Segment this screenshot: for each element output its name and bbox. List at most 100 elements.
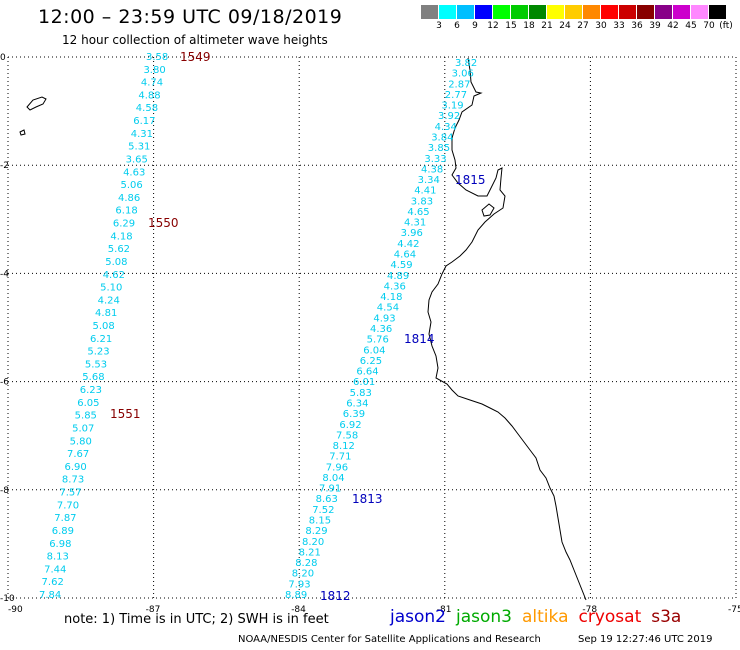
swh-value: 4.18 — [110, 231, 132, 242]
satellite-legend-item: jason3 — [456, 607, 512, 627]
swh-value: 8.73 — [62, 475, 84, 486]
color-swatch — [583, 5, 601, 19]
satellite-legend-item: jason2 — [390, 607, 446, 627]
color-scale-label: 6 — [454, 21, 460, 31]
color-scale-label: 18 — [523, 21, 535, 31]
color-swatch — [709, 5, 727, 19]
swh-value: 8.13 — [47, 552, 69, 563]
lon-tick-label: -75 — [728, 605, 740, 615]
map-grid: -90 -87 -84 -81 -78 -75 0 -2 -4 -6 -8 -10 — [0, 53, 740, 615]
swh-value: 4.36 — [370, 324, 392, 335]
map-subtitle: 12 hour collection of altimeter wave hei… — [62, 33, 328, 47]
pass-time-label: 1812 — [320, 589, 351, 603]
color-scale-label: 42 — [667, 21, 679, 31]
color-scale-label: 70 — [703, 21, 715, 31]
satellite-legend-item: cryosat — [578, 607, 642, 627]
credit-text: NOAA/NESDIS Center for Satellite Applica… — [238, 634, 541, 645]
lat-tick-label: -6 — [0, 378, 9, 388]
swh-value: 8.20 — [292, 569, 314, 580]
color-swatch — [691, 5, 709, 19]
lon-tick-label: -87 — [146, 605, 161, 615]
lat-tick-label: -8 — [0, 486, 9, 496]
swh-value: 6.98 — [49, 539, 71, 550]
color-scale-label: 24 — [559, 21, 571, 31]
swh-value: 4.65 — [407, 207, 429, 218]
swh-value: 7.70 — [57, 500, 79, 511]
swh-value: 8.12 — [333, 441, 355, 452]
pass-time-label: 1815 — [455, 173, 486, 187]
swh-value: 6.18 — [115, 206, 137, 217]
swh-value: 2.87 — [448, 79, 470, 90]
swh-value: 5.85 — [75, 411, 97, 422]
color-swatch — [475, 5, 493, 19]
swh-value: 5.68 — [82, 372, 104, 383]
swh-value: 6.17 — [133, 116, 155, 127]
color-scale-label: 3 — [436, 21, 442, 31]
swh-value: 6.29 — [113, 219, 135, 230]
swh-value: 5.53 — [85, 359, 107, 370]
swh-value: 3.80 — [143, 65, 165, 76]
swh-value: 8.89 — [285, 590, 307, 601]
color-swatch — [619, 5, 637, 19]
note-text: note: 1) Time is in UTC; 2) SWH is in fe… — [64, 612, 329, 627]
lat-tick-label: -2 — [0, 161, 9, 171]
swh-value: 7.44 — [44, 564, 66, 575]
swh-value: 5.80 — [70, 436, 92, 447]
lon-tick-label: -78 — [582, 605, 597, 615]
swh-value: 8.04 — [322, 473, 344, 484]
color-scale-bar — [421, 5, 727, 19]
lat-tick-label: -10 — [0, 594, 15, 604]
color-swatch — [565, 5, 583, 19]
pass-time-label: 1814 — [404, 332, 435, 346]
swh-value: 5.06 — [121, 180, 143, 191]
swh-value: 8.28 — [295, 558, 317, 569]
color-swatch — [547, 5, 565, 19]
color-scale-label: 30 — [595, 21, 607, 31]
swh-value: 4.31 — [404, 218, 426, 229]
swh-value: 3.82 — [455, 58, 477, 69]
swh-value: 5.62 — [108, 244, 130, 255]
swh-value: 6.89 — [52, 526, 74, 537]
swh-value: 3.58 — [146, 52, 168, 63]
swh-value: 4.31 — [131, 129, 153, 140]
swh-value: 5.23 — [87, 347, 109, 358]
track-values: 3.58 3.80 4.744.88 4.58 6.17 4.31 5.313.65 4.63… — [39, 52, 477, 601]
color-swatch — [421, 5, 439, 19]
pass-time-label: 1549 — [180, 50, 211, 64]
swh-value: 7.67 — [67, 449, 89, 460]
color-scale-label: 15 — [505, 21, 517, 31]
color-swatch — [637, 5, 655, 19]
island — [19, 129, 26, 136]
color-scale-label: 39 — [649, 21, 661, 31]
swh-value: 5.08 — [105, 257, 127, 268]
satellite-legend: jason2 jason3 altika cryosat s3a — [390, 607, 691, 627]
swh-value: 7.52 — [312, 505, 334, 516]
swh-value: 7.87 — [54, 513, 76, 524]
swh-value: 3.06 — [452, 69, 474, 80]
color-swatch — [457, 5, 475, 19]
swh-value: 7.58 — [336, 430, 358, 441]
color-scale-label: 45 — [685, 21, 697, 31]
satellite-legend-item: altika — [522, 607, 569, 627]
swh-value: 4.41 — [414, 186, 436, 197]
bay-island — [481, 203, 495, 217]
swh-value: 4.74 — [141, 78, 163, 89]
color-scale-labels: 3 6 9 12 15 18 21 24 27 30 33 36 39 42 45 70 (ft) — [421, 21, 740, 35]
swh-value: 7.91 — [319, 484, 341, 495]
swh-value: 7.62 — [42, 577, 64, 588]
swh-value: 6.04 — [363, 345, 385, 356]
swh-value: 4.34 — [435, 122, 457, 133]
swh-value: 6.90 — [64, 462, 86, 473]
color-swatch — [529, 5, 547, 19]
swh-value: 4.36 — [384, 281, 406, 292]
color-swatch — [493, 5, 511, 19]
coastline — [19, 57, 587, 601]
lon-tick-label: -90 — [8, 605, 23, 615]
swh-value: 8.21 — [299, 547, 321, 558]
swh-value: 7.84 — [39, 590, 61, 601]
color-swatch — [673, 5, 691, 19]
color-scale-label: 9 — [472, 21, 478, 31]
swh-value: 3.84 — [431, 132, 453, 143]
swh-value: 3.83 — [411, 196, 433, 207]
swh-value: 4.93 — [373, 313, 395, 324]
